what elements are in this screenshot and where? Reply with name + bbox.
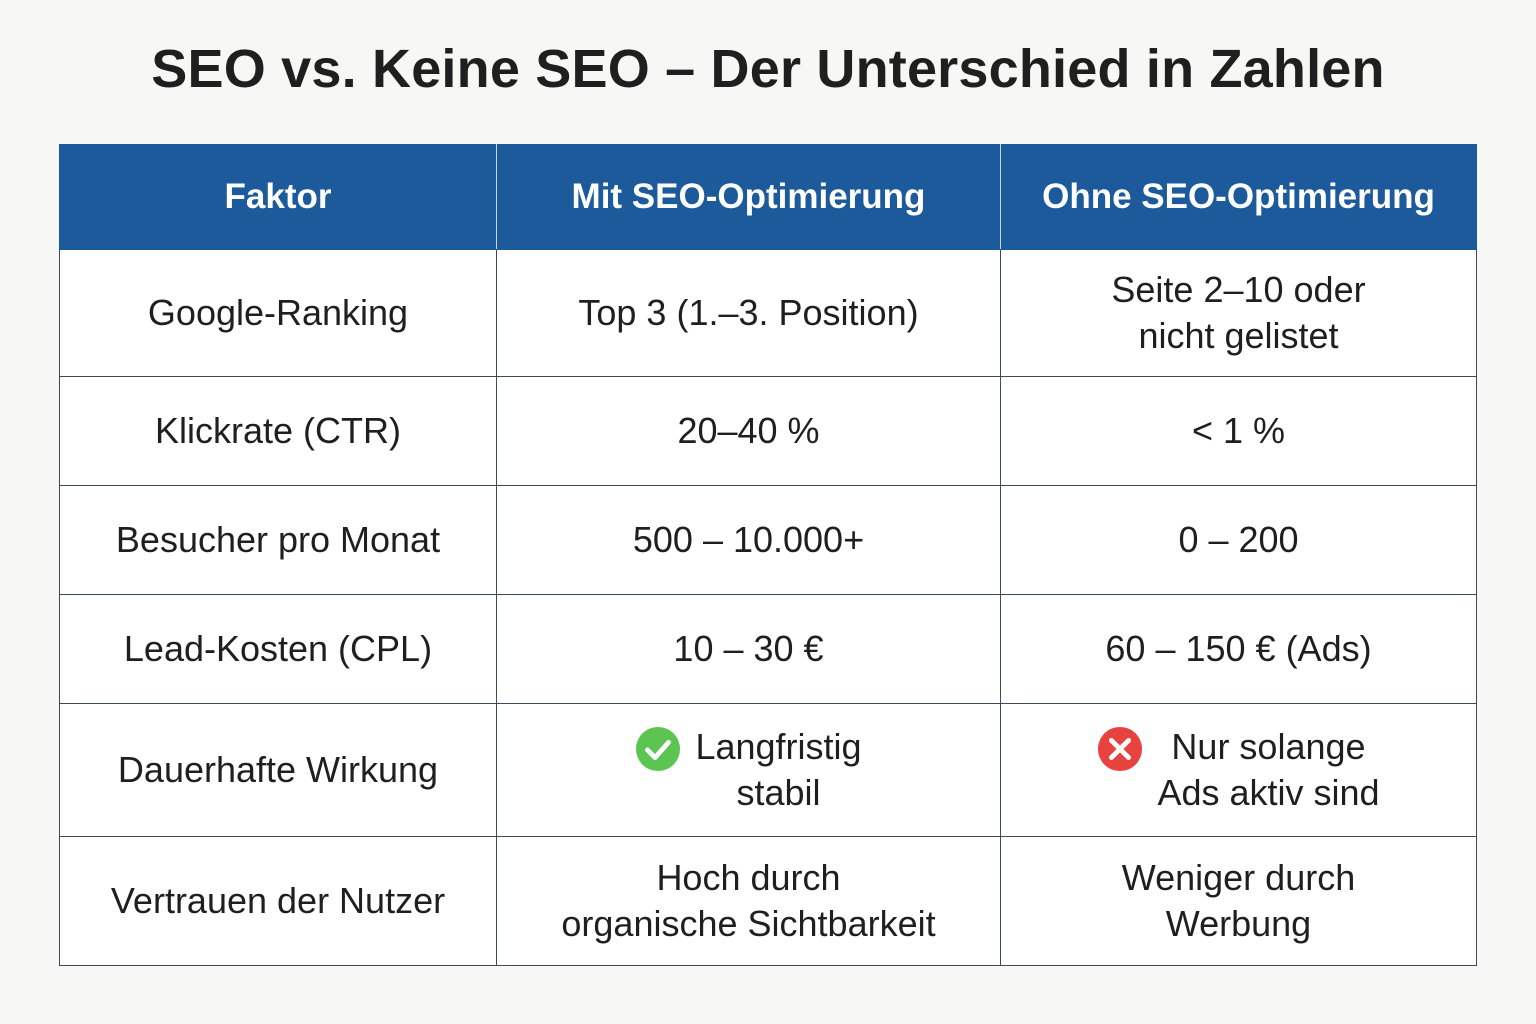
status-positive: Langfristig stabil <box>635 724 862 816</box>
cell-mit-seo: 500 – 10.000+ <box>496 485 1001 595</box>
table-row: Besucher pro Monat 500 – 10.000+ 0 – 200 <box>59 485 1477 595</box>
cell-mit-seo: Hoch durch organische Sichtbarkeit <box>496 836 1001 966</box>
page-title: SEO vs. Keine SEO – Der Unterschied in Z… <box>151 39 1385 99</box>
cross-icon <box>1098 726 1143 772</box>
cell-ohne-seo-text: Nur solange Ads aktiv sind <box>1157 726 1380 813</box>
cell-mit-seo: Top 3 (1.–3. Position) <box>496 249 1001 377</box>
cell-factor: Dauerhafte Wirkung <box>59 703 497 837</box>
table-row: Klickrate (CTR) 20–40 % < 1 % <box>59 376 1477 486</box>
cell-factor: Lead-Kosten (CPL) <box>59 594 497 704</box>
cell-mit-seo: Langfristig stabil <box>496 703 1001 837</box>
cell-ohne-seo: Nur solange Ads aktiv sind <box>1000 703 1477 837</box>
check-icon <box>636 726 681 772</box>
cell-factor: Besucher pro Monat <box>59 485 497 595</box>
cell-ohne-seo: 0 – 200 <box>1000 485 1477 595</box>
cell-mit-seo: 10 – 30 € <box>496 594 1001 704</box>
column-header-mit-seo: Mit SEO-Optimierung <box>496 144 1001 250</box>
cell-ohne-seo: Seite 2–10 oder nicht gelistet <box>1000 249 1477 377</box>
comparison-table: Faktor Mit SEO-Optimierung Ohne SEO-Opti… <box>59 144 1477 966</box>
table-row: Google-Ranking Top 3 (1.–3. Position) Se… <box>59 249 1477 377</box>
column-header-ohne-seo: Ohne SEO-Optimierung <box>1000 144 1477 250</box>
table-row: Lead-Kosten (CPL) 10 – 30 € 60 – 150 € (… <box>59 594 1477 704</box>
cell-ohne-seo: 60 – 150 € (Ads) <box>1000 594 1477 704</box>
table-row: Vertrauen der Nutzer Hoch durch organisc… <box>59 836 1477 966</box>
cell-factor: Klickrate (CTR) <box>59 376 497 486</box>
cell-mit-seo-text: Langfristig stabil <box>695 726 862 813</box>
cell-ohne-seo: < 1 % <box>1000 376 1477 486</box>
column-header-faktor: Faktor <box>59 144 497 250</box>
table-row: Dauerhafte Wirkung Langfristig stabil <box>59 703 1477 837</box>
cell-mit-seo: 20–40 % <box>496 376 1001 486</box>
cell-factor: Google-Ranking <box>59 249 497 377</box>
status-negative: Nur solange Ads aktiv sind <box>1097 724 1380 816</box>
table-header-row: Faktor Mit SEO-Optimierung Ohne SEO-Opti… <box>59 144 1477 250</box>
cell-factor: Vertrauen der Nutzer <box>59 836 497 966</box>
cell-ohne-seo: Weniger durch Werbung <box>1000 836 1477 966</box>
